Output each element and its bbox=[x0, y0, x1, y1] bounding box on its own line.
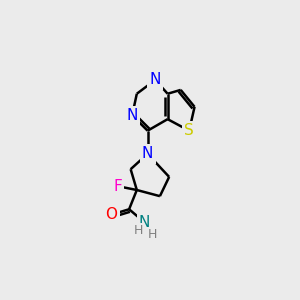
Text: O: O bbox=[105, 207, 117, 222]
Text: N: N bbox=[127, 108, 138, 123]
Text: H: H bbox=[134, 224, 143, 236]
Text: F: F bbox=[113, 178, 122, 194]
Text: N: N bbox=[142, 146, 153, 161]
Text: N: N bbox=[150, 72, 161, 87]
Text: N: N bbox=[139, 215, 150, 230]
Text: H: H bbox=[148, 228, 157, 241]
Text: S: S bbox=[184, 123, 194, 138]
